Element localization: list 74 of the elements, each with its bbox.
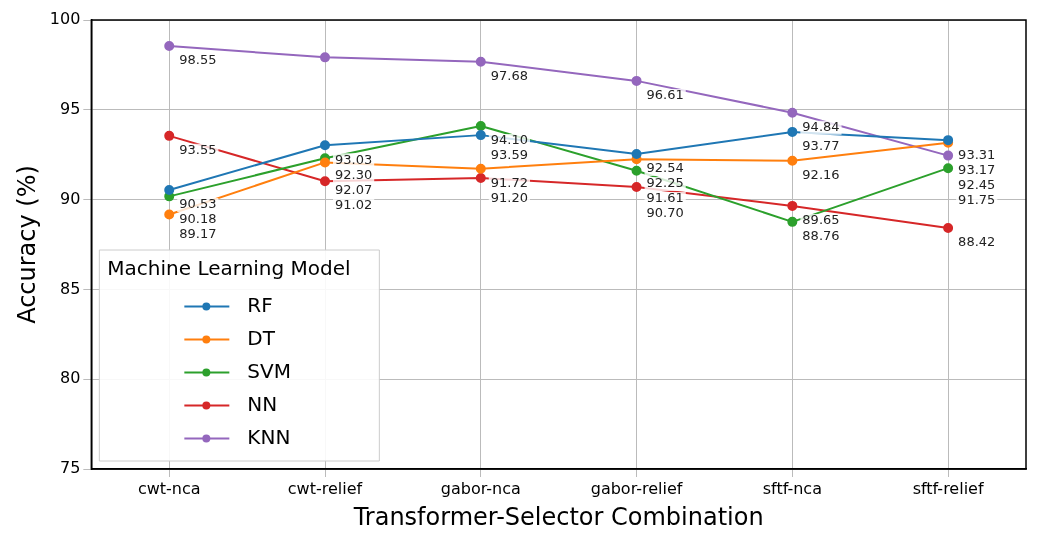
data-label: 92.30 bbox=[335, 166, 373, 182]
point bbox=[164, 41, 175, 52]
legend-label: DT bbox=[247, 325, 276, 350]
y-tick-label: 80 bbox=[59, 368, 81, 388]
legend-title: Machine Learning Model bbox=[107, 256, 351, 281]
data-label: 92.16 bbox=[802, 167, 840, 183]
point bbox=[943, 150, 954, 161]
x-tick-label: gabor-relief bbox=[590, 478, 683, 498]
data-label: 98.55 bbox=[179, 52, 217, 68]
data-label: 90.53 bbox=[179, 196, 217, 212]
point bbox=[475, 130, 486, 141]
data-label: 92.07 bbox=[335, 181, 373, 197]
point bbox=[164, 185, 175, 196]
point bbox=[164, 209, 175, 220]
y-tick-label: 85 bbox=[59, 278, 81, 298]
data-label: 93.59 bbox=[490, 147, 528, 163]
data-label: 93.03 bbox=[335, 151, 373, 167]
point bbox=[475, 163, 486, 174]
data-label: 90.18 bbox=[179, 211, 217, 227]
legend-label: KNN bbox=[247, 424, 291, 449]
point bbox=[943, 222, 954, 233]
y-tick-label: 90 bbox=[59, 188, 81, 208]
y-tick-label: 95 bbox=[59, 98, 81, 118]
y-tick-label: 100 bbox=[49, 9, 81, 29]
data-label: 93.55 bbox=[179, 142, 217, 158]
point bbox=[631, 182, 642, 193]
data-label: 92.54 bbox=[646, 160, 684, 176]
point bbox=[320, 52, 330, 63]
data-label: 91.72 bbox=[490, 175, 528, 191]
x-tick-label: sftf-relief bbox=[912, 478, 984, 498]
data-label: 89.65 bbox=[802, 212, 840, 228]
point bbox=[164, 130, 175, 141]
data-label: 91.20 bbox=[490, 190, 528, 206]
data-label: 88.42 bbox=[958, 234, 996, 250]
y-axis-title: Accuracy (%) bbox=[12, 165, 41, 324]
data-label: 94.84 bbox=[802, 119, 840, 135]
data-label: 94.10 bbox=[490, 132, 528, 148]
point bbox=[787, 216, 798, 227]
y-tick-label: 75 bbox=[59, 458, 81, 478]
point bbox=[631, 75, 642, 86]
point bbox=[631, 165, 642, 176]
data-label: 97.68 bbox=[490, 68, 528, 84]
data-label: 92.45 bbox=[958, 176, 996, 192]
data-label: 89.17 bbox=[179, 226, 217, 242]
data-label: 91.02 bbox=[335, 196, 373, 212]
data-label: 93.17 bbox=[958, 161, 996, 177]
point bbox=[475, 120, 486, 131]
point bbox=[475, 56, 486, 67]
legend-label: RF bbox=[247, 292, 273, 317]
x-tick-label: gabor-nca bbox=[440, 478, 521, 498]
data-label: 93.77 bbox=[802, 138, 840, 154]
x-tick-label: cwt-nca bbox=[137, 478, 201, 498]
x-tick-label: cwt-relief bbox=[287, 478, 363, 498]
legend-label: SVM bbox=[247, 358, 291, 383]
data-label: 96.61 bbox=[646, 87, 684, 103]
data-label: 92.25 bbox=[646, 175, 684, 191]
x-tick-label: sftf-nca bbox=[762, 478, 822, 498]
point bbox=[787, 155, 798, 166]
data-label: 90.70 bbox=[646, 205, 684, 221]
point bbox=[943, 163, 954, 174]
point bbox=[787, 126, 798, 137]
point bbox=[787, 200, 798, 211]
point bbox=[631, 148, 642, 159]
point bbox=[320, 176, 330, 187]
x-axis-title: Transformer-Selector Combination bbox=[352, 502, 764, 531]
data-label: 88.76 bbox=[802, 228, 840, 244]
point bbox=[787, 107, 798, 118]
data-label: 91.61 bbox=[646, 190, 684, 206]
legend-label: NN bbox=[247, 391, 278, 416]
point bbox=[320, 140, 330, 151]
data-label: 93.31 bbox=[958, 146, 996, 162]
point bbox=[475, 173, 486, 184]
point bbox=[320, 157, 330, 168]
data-label: 91.75 bbox=[958, 191, 996, 207]
